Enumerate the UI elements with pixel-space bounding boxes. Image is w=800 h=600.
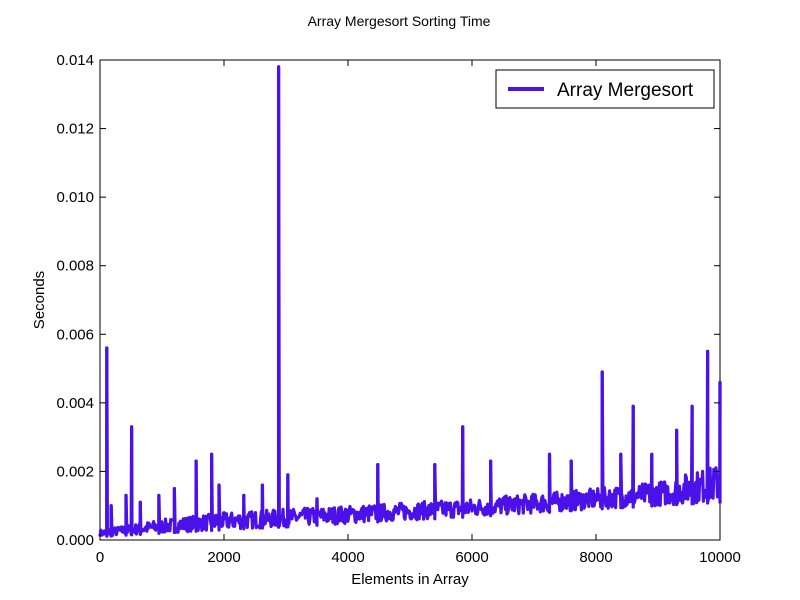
x-axis-label: Elements in Array <box>351 571 469 588</box>
y-tick-label: 0.014 <box>56 52 94 69</box>
x-tick-label: 8000 <box>579 549 612 566</box>
y-tick-label: 0.002 <box>56 463 94 480</box>
y-tick-label: 0.008 <box>56 258 94 275</box>
legend-entry-label: Array Mergesort <box>557 80 694 101</box>
y-axis-label: Seconds <box>31 271 48 329</box>
plot-frame <box>99 59 721 541</box>
series-line <box>98 65 722 537</box>
plot-area: 0 2000 4000 6000 8000 10000 0.0000.0020.0040.… <box>56 52 740 566</box>
chart-title: Array Mergesort Sorting Time <box>308 13 491 29</box>
series-layer <box>98 65 722 538</box>
legend: Array Mergesort <box>495 69 715 109</box>
y-tick-label: 0.012 <box>56 121 94 138</box>
y-tick-label: 0.004 <box>56 395 94 412</box>
x-tick-label: 4000 <box>331 549 364 566</box>
x-axis: 0 2000 4000 6000 8000 10000 <box>96 60 741 566</box>
x-tick-label: 6000 <box>455 549 488 566</box>
y-axis: 0.000 0.002 0.004 0.006 0.008 0.010 0.012 0.014 <box>56 52 720 549</box>
x-tick-label: 0 <box>96 549 104 566</box>
x-tick-label: 10000 <box>699 549 741 566</box>
x-tick-label: 2000 <box>207 549 240 566</box>
y-tick-label: 0.006 <box>56 326 94 343</box>
y-tick-label: 0.000 <box>56 532 94 549</box>
y-tick-label: 0.010 <box>56 189 94 206</box>
